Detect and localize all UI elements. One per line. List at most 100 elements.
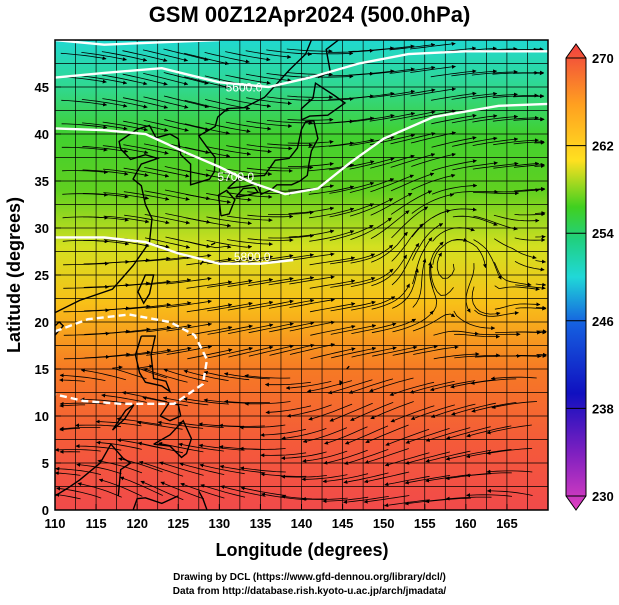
streamline: [59, 403, 86, 408]
streamline: [166, 299, 212, 308]
streamline: [123, 144, 169, 155]
y-tick-label: 40: [35, 127, 49, 142]
streamline: [205, 99, 251, 111]
streamline: [125, 348, 172, 357]
streamline: [365, 424, 409, 444]
streamline: [186, 280, 233, 289]
streamline: [309, 230, 355, 242]
streamline: [225, 121, 272, 131]
streamline: [371, 283, 410, 310]
x-tick-label: 145: [332, 516, 354, 531]
streamline: [59, 401, 106, 406]
streamline: [101, 393, 147, 403]
streamline: [81, 75, 128, 85]
streamline: [445, 496, 492, 501]
streamline: [163, 95, 209, 109]
streamline: [95, 419, 142, 427]
streamline: [329, 402, 373, 422]
streamline: [184, 76, 230, 89]
streamline: [287, 95, 334, 100]
streamline: [143, 143, 190, 155]
streamline: [515, 306, 547, 311]
streamline: [369, 111, 416, 122]
streamline: [310, 347, 356, 360]
streamline: [267, 165, 314, 170]
streamline: [486, 448, 533, 455]
streamline: [309, 302, 356, 313]
streamline: [206, 240, 253, 249]
streamline: [412, 258, 427, 308]
streamline: [331, 346, 377, 359]
streamline: [330, 300, 376, 312]
streamline: [309, 207, 355, 219]
streamline: [125, 325, 172, 334]
streamline: [205, 122, 251, 134]
streamline: [372, 345, 418, 357]
coastline: [210, 242, 216, 246]
streamline: [157, 420, 204, 429]
streamline: [389, 65, 436, 74]
streamline: [227, 239, 273, 247]
y-tick-label: 5: [42, 456, 49, 471]
streamline: [286, 404, 332, 418]
streamline: [410, 131, 456, 144]
streamline: [60, 52, 107, 61]
streamline: [412, 237, 433, 285]
streamline: [389, 381, 435, 397]
streamline: [144, 237, 191, 249]
streamline: [411, 223, 444, 261]
coastlines: [55, 40, 350, 510]
streamline: [309, 256, 356, 266]
streamline: [61, 123, 108, 130]
streamline: [239, 424, 286, 430]
streamline: [220, 485, 266, 497]
streamline: [81, 99, 128, 108]
streamline: [104, 281, 151, 287]
streamline: [301, 474, 348, 482]
streamline: [515, 330, 547, 335]
streamline: [244, 373, 291, 379]
streamline: [513, 139, 545, 145]
streamline: [431, 183, 478, 195]
streamline: [431, 136, 477, 148]
streamline: [124, 256, 171, 263]
streamline: [370, 192, 413, 216]
x-tick-label: 125: [167, 516, 189, 531]
streamline: [322, 473, 369, 484]
streamline: [451, 69, 498, 77]
streamline: [59, 378, 85, 383]
streamline: [371, 254, 407, 287]
streamline: [286, 48, 333, 54]
credit-data: Data from http://database.rish.kyoto-u.a…: [172, 586, 447, 597]
streamline: [452, 136, 498, 147]
streamline: [105, 350, 151, 358]
streamline: [433, 330, 479, 336]
streamline: [328, 138, 375, 147]
x-tick-label: 120: [126, 516, 148, 531]
streamline: [474, 332, 521, 337]
wind-streamlines: [55, 41, 547, 508]
streamline: [392, 310, 434, 333]
streamline: [248, 299, 294, 310]
streamline: [348, 378, 394, 394]
x-tick-label: 110: [45, 516, 66, 531]
streamline: [329, 160, 375, 171]
streamline: [425, 450, 471, 463]
streamline: [431, 91, 477, 101]
streamline: [200, 484, 246, 498]
streamline: [534, 164, 545, 169]
streamline: [431, 159, 477, 172]
streamline: [185, 193, 231, 204]
streamline: [436, 252, 455, 279]
streamline: [494, 262, 532, 287]
streamline: [364, 448, 409, 464]
streamline: [143, 96, 189, 109]
streamline: [329, 181, 375, 194]
streamline: [165, 276, 212, 285]
streamline: [268, 253, 314, 262]
streamline: [390, 110, 436, 121]
streamline: [146, 346, 192, 356]
streamline: [425, 427, 471, 442]
streamline: [163, 48, 209, 62]
streamline: [267, 210, 314, 216]
